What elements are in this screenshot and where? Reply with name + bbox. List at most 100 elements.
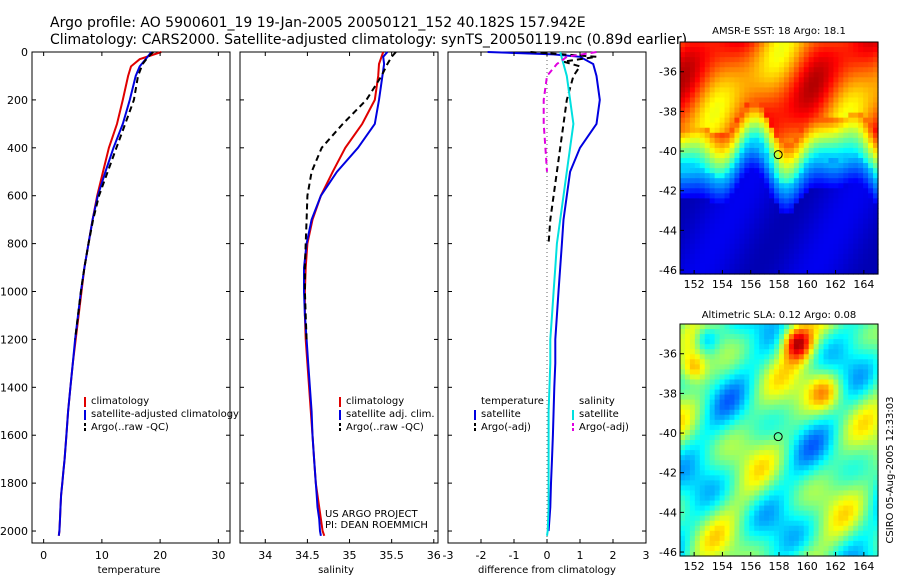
map-cell xyxy=(863,364,869,370)
map-cell xyxy=(793,424,800,431)
map-cell xyxy=(858,399,864,406)
map-cell xyxy=(793,344,800,350)
map-cell xyxy=(793,208,800,215)
map-cell xyxy=(788,168,795,174)
map-cell xyxy=(783,389,790,396)
map-cell xyxy=(714,112,721,119)
map-cell xyxy=(853,82,859,88)
map-cell xyxy=(788,142,795,149)
map-cell xyxy=(808,510,815,517)
map-cell xyxy=(779,460,785,466)
map-cell xyxy=(739,243,745,250)
map-cell xyxy=(714,248,721,255)
map-cell xyxy=(863,263,869,270)
map-cell xyxy=(759,47,765,53)
map-cell xyxy=(843,389,849,396)
map-cell xyxy=(808,339,815,345)
map-cell xyxy=(729,193,736,199)
map-cell xyxy=(808,505,815,512)
map-cell xyxy=(868,379,874,386)
map-cell xyxy=(764,127,770,134)
map-cell xyxy=(833,369,839,376)
map-cell xyxy=(783,384,790,391)
map-cell xyxy=(699,329,706,335)
map-cell xyxy=(739,127,745,134)
map-cell xyxy=(680,520,686,527)
map-cell xyxy=(843,540,849,547)
map-cell xyxy=(788,258,795,265)
map-cell xyxy=(684,510,691,517)
map-cell xyxy=(699,163,706,169)
map-cell xyxy=(838,424,844,431)
map-cell xyxy=(783,409,790,416)
latitude-tick-label: -36 xyxy=(659,66,677,79)
map-cell xyxy=(694,344,701,350)
map-cell xyxy=(684,500,691,507)
map-cell xyxy=(779,545,785,552)
map-cell xyxy=(793,107,800,114)
map-cell xyxy=(764,359,770,365)
map-cell xyxy=(769,515,775,522)
map-cell xyxy=(704,208,711,215)
map-cell xyxy=(813,334,820,340)
map-cell xyxy=(724,414,731,421)
map-cell xyxy=(843,344,849,350)
map-cell xyxy=(798,394,805,401)
map-cell xyxy=(818,52,825,58)
map-cell xyxy=(873,379,879,386)
map-cell xyxy=(788,203,795,210)
map-cell xyxy=(863,434,869,441)
map-cell xyxy=(818,147,825,154)
map-cell xyxy=(779,485,785,492)
map-cell xyxy=(793,399,800,406)
map-cell xyxy=(853,243,859,250)
map-cell xyxy=(744,490,750,497)
map-cell xyxy=(769,97,775,104)
map-cell xyxy=(798,117,805,124)
map-cell xyxy=(684,369,691,376)
map-cell xyxy=(848,440,854,446)
legend-label: satellite xyxy=(481,409,521,420)
map-cell xyxy=(798,535,805,542)
map-cell xyxy=(813,253,820,260)
map-cell xyxy=(734,117,740,124)
map-cell xyxy=(838,62,844,68)
map-cell xyxy=(709,122,716,129)
map-cell xyxy=(714,203,721,210)
map-cell xyxy=(719,263,726,270)
map-cell xyxy=(853,183,859,189)
map-cell xyxy=(714,434,721,441)
map-cell xyxy=(848,505,854,512)
map-cell xyxy=(689,67,696,73)
map-cell xyxy=(749,117,755,124)
map-cell xyxy=(744,92,750,99)
map-cell xyxy=(863,122,869,129)
map-cell xyxy=(818,354,825,360)
map-cell xyxy=(843,324,849,330)
map-cell xyxy=(803,349,810,355)
map-cell xyxy=(729,122,736,129)
map-cell xyxy=(764,525,770,532)
map-cell xyxy=(699,42,706,48)
map-cell xyxy=(769,228,775,235)
map-cell xyxy=(734,248,740,255)
map-cell xyxy=(734,329,740,335)
map-cell xyxy=(779,490,785,497)
map-cell xyxy=(843,203,849,210)
map-cell xyxy=(769,460,775,466)
map-cell xyxy=(818,409,825,416)
map-cell xyxy=(744,525,750,532)
map-cell xyxy=(873,107,879,114)
map-cell xyxy=(769,112,775,119)
map-cell xyxy=(848,480,854,486)
map-cell xyxy=(793,389,800,396)
map-cell xyxy=(803,379,810,386)
series-line-satellite-adjusted-climatology xyxy=(57,51,153,536)
map-cell xyxy=(863,117,869,124)
map-cell xyxy=(749,97,755,104)
map-cell xyxy=(694,324,701,330)
map-cell xyxy=(694,510,701,517)
map-cell xyxy=(808,198,815,204)
map-cell xyxy=(714,409,721,416)
map-cell xyxy=(863,82,869,88)
